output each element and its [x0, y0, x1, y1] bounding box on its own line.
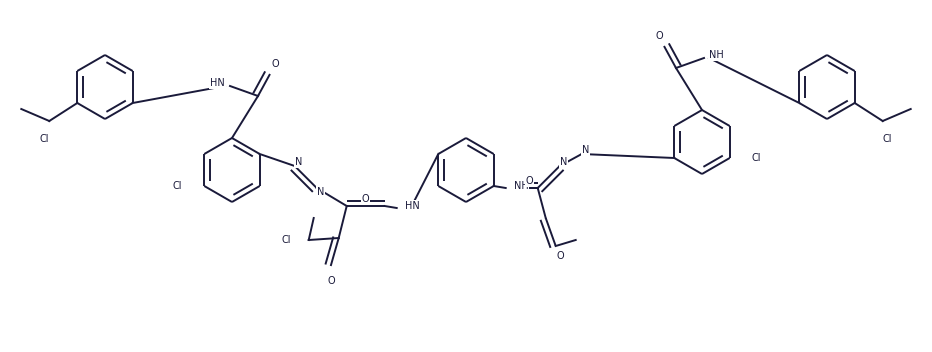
Text: N: N	[560, 157, 568, 167]
Text: Cl: Cl	[172, 181, 183, 191]
Text: Cl: Cl	[39, 134, 49, 144]
Text: O: O	[655, 31, 663, 41]
Text: HN: HN	[211, 78, 225, 88]
Text: NH: NH	[514, 181, 528, 191]
Text: O: O	[328, 276, 336, 286]
Text: O: O	[526, 176, 533, 186]
Text: Cl: Cl	[752, 153, 761, 163]
Text: N: N	[295, 157, 302, 167]
Text: N: N	[317, 187, 324, 197]
Text: Cl: Cl	[281, 235, 291, 245]
Text: O: O	[271, 59, 279, 69]
Text: NH: NH	[709, 50, 724, 60]
Text: O: O	[362, 194, 369, 204]
Text: HN: HN	[404, 201, 419, 211]
Text: N: N	[582, 145, 589, 155]
Text: Cl: Cl	[883, 134, 893, 144]
Text: O: O	[557, 251, 565, 261]
